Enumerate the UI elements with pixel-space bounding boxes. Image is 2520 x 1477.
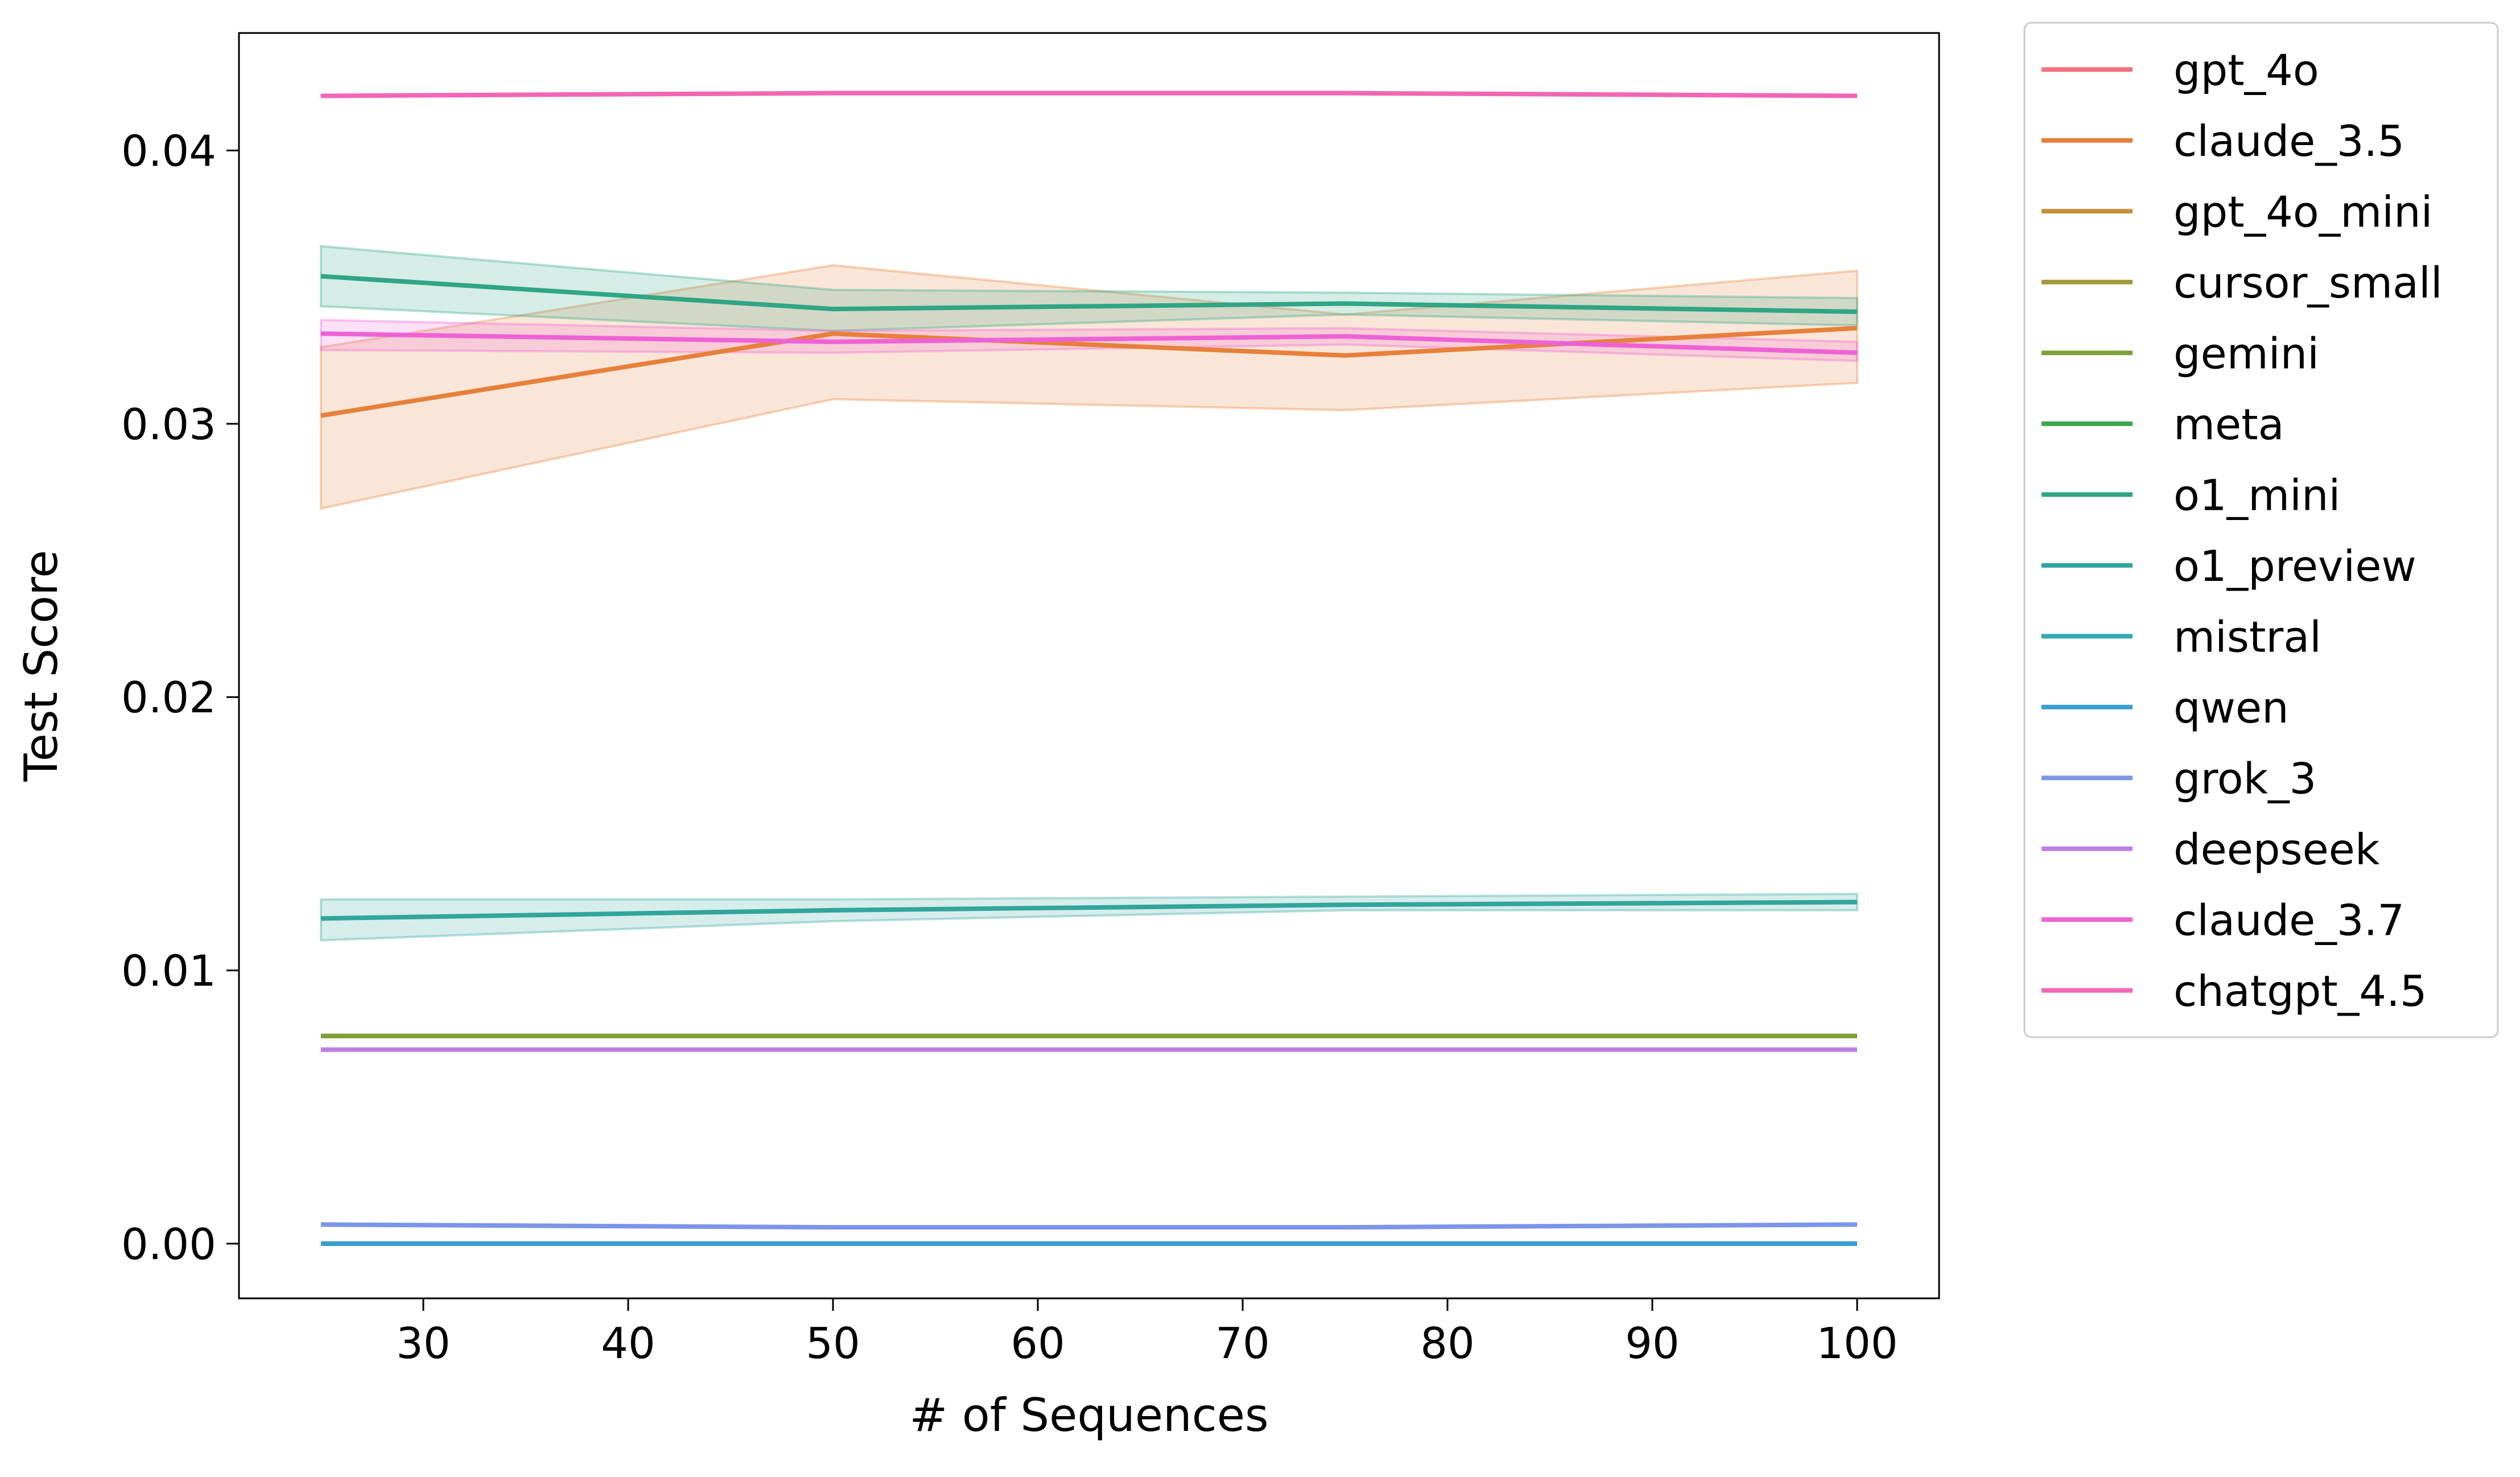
- y-tick-label: 0.03: [121, 399, 216, 449]
- legend-item-qwen: qwen: [2041, 683, 2289, 733]
- legend-item-claude-3-5: claude_3.5: [2041, 116, 2404, 166]
- ci-band-claude-3-5: [320, 264, 1858, 510]
- legend-label: chatgpt_4.5: [2173, 966, 2427, 1016]
- series-line-claude-3-5: [320, 325, 1858, 418]
- legend-label: o1_preview: [2173, 541, 2416, 591]
- x-tick-label: 80: [1420, 1318, 1474, 1368]
- plot-area-frame: [238, 32, 1940, 1299]
- y-tick-label: 0.00: [121, 1219, 216, 1269]
- series-line-grok-3: [320, 1222, 1858, 1230]
- x-tick-label: 50: [806, 1318, 860, 1368]
- legend-label: meta: [2173, 399, 2284, 449]
- y-tick-label: 0.02: [121, 673, 216, 723]
- legend-item-deepseek: deepseek: [2041, 824, 2380, 874]
- legend-label: grok_3: [2173, 753, 2316, 803]
- legend-label: claude_3.7: [2173, 895, 2404, 945]
- legend-item-claude-3-7: claude_3.7: [2041, 895, 2404, 945]
- ci-band-o1-mini: [320, 245, 1858, 332]
- legend-item-mistral: mistral: [2041, 612, 2321, 662]
- series-line-claude-3-7: [320, 331, 1858, 356]
- legend-item-gpt-4o: gpt_4o: [2041, 45, 2319, 95]
- legend-label: cursor_small: [2173, 258, 2443, 308]
- legend-label: claude_3.5: [2173, 116, 2404, 166]
- x-tick-label: 40: [601, 1318, 655, 1368]
- series-line-o1-mini: [320, 274, 1858, 314]
- y-axis-label: Test Score: [15, 550, 68, 782]
- legend-label: gpt_4o: [2173, 45, 2319, 95]
- x-axis-ticks: 30 40 50 60 70 80 90 100: [396, 1298, 1898, 1368]
- legend-label: gemini: [2173, 328, 2319, 378]
- x-axis-label: # of Sequences: [909, 1389, 1268, 1442]
- legend-item-cursor-small: cursor_small: [2041, 258, 2443, 308]
- legend-item-o1-mini: o1_mini: [2041, 470, 2340, 520]
- x-tick-label: 100: [1816, 1318, 1898, 1368]
- legend-label: gpt_4o_mini: [2173, 187, 2433, 237]
- legend-label: o1_mini: [2173, 470, 2340, 520]
- legend-item-grok-3: grok_3: [2041, 753, 2316, 803]
- legend-label: mistral: [2173, 612, 2321, 662]
- legend-label: qwen: [2173, 683, 2289, 733]
- x-tick-label: 30: [396, 1318, 450, 1368]
- y-axis-ticks: 0.00 0.01 0.02 0.03 0.04: [121, 126, 239, 1269]
- legend-label: deepseek: [2173, 824, 2380, 874]
- legend-item-gemini: gemini: [2041, 328, 2319, 378]
- x-tick-label: 90: [1625, 1318, 1679, 1368]
- legend-item-meta: meta: [2041, 399, 2284, 449]
- legend-item-o1-preview: o1_preview: [2041, 541, 2416, 591]
- legend-frame: [2023, 22, 2499, 1038]
- series-line-o1-preview: [320, 900, 1858, 921]
- series-line-chatgpt-4-5: [320, 90, 1858, 98]
- y-tick-label: 0.04: [121, 126, 216, 176]
- series-lines: [320, 90, 1858, 1246]
- x-tick-label: 60: [1011, 1318, 1065, 1368]
- x-tick-label: 70: [1215, 1318, 1269, 1368]
- y-tick-label: 0.01: [121, 946, 216, 996]
- legend: gpt_4o claude_3.5 gpt_4o_mini cursor_smallg…: [2023, 22, 2499, 1038]
- legend-item-chatgpt-4-5: chatgpt_4.5: [2041, 966, 2427, 1016]
- legend-item-gpt-4o-mini: gpt_4o_mini: [2041, 187, 2433, 237]
- legend-items: gpt_4o claude_3.5 gpt_4o_mini cursor_smallg…: [2041, 45, 2443, 1016]
